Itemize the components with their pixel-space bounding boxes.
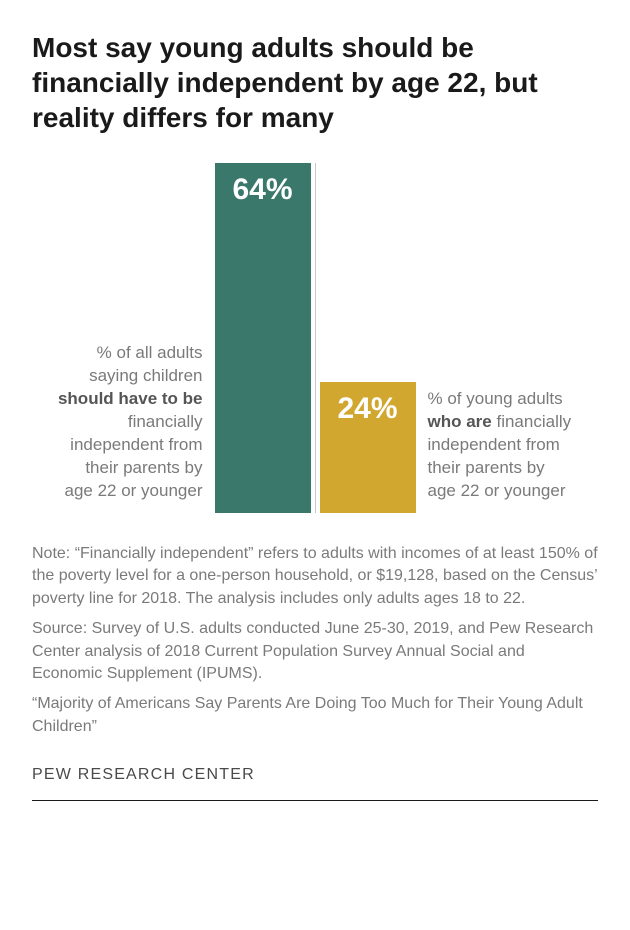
bar-value-right: 24%: [337, 382, 397, 426]
chart-title: Most say young adults should be financia…: [32, 30, 598, 135]
label-text-bold: should have to be: [58, 389, 203, 408]
bar-label-right: % of young adults who are financially in…: [416, 388, 576, 513]
footer-rule: [32, 800, 598, 801]
chart-column-right: 24% % of young adults who are financiall…: [320, 163, 576, 513]
label-text-post: financially independent from their paren…: [65, 412, 203, 500]
bar-value-left: 64%: [232, 163, 292, 207]
bar-right: 24%: [320, 382, 416, 513]
label-text-bold: who are: [428, 412, 492, 431]
bar-label-left: % of all adults saying children should h…: [55, 342, 215, 513]
report-title-text: “Majority of Americans Say Parents Are D…: [32, 693, 598, 738]
chart-column-left: % of all adults saying children should h…: [55, 163, 311, 513]
bar-left: 64%: [215, 163, 311, 513]
source-text: Source: Survey of U.S. adults conducted …: [32, 618, 598, 685]
note-text: Note: “Financially independent” refers t…: [32, 543, 598, 610]
label-text-pre: % of young adults: [428, 389, 563, 408]
chart-area: % of all adults saying children should h…: [32, 163, 598, 513]
chart-divider: [315, 163, 316, 513]
label-text-pre: % of all adults saying children: [89, 343, 202, 385]
org-name: PEW RESEARCH CENTER: [32, 758, 598, 800]
